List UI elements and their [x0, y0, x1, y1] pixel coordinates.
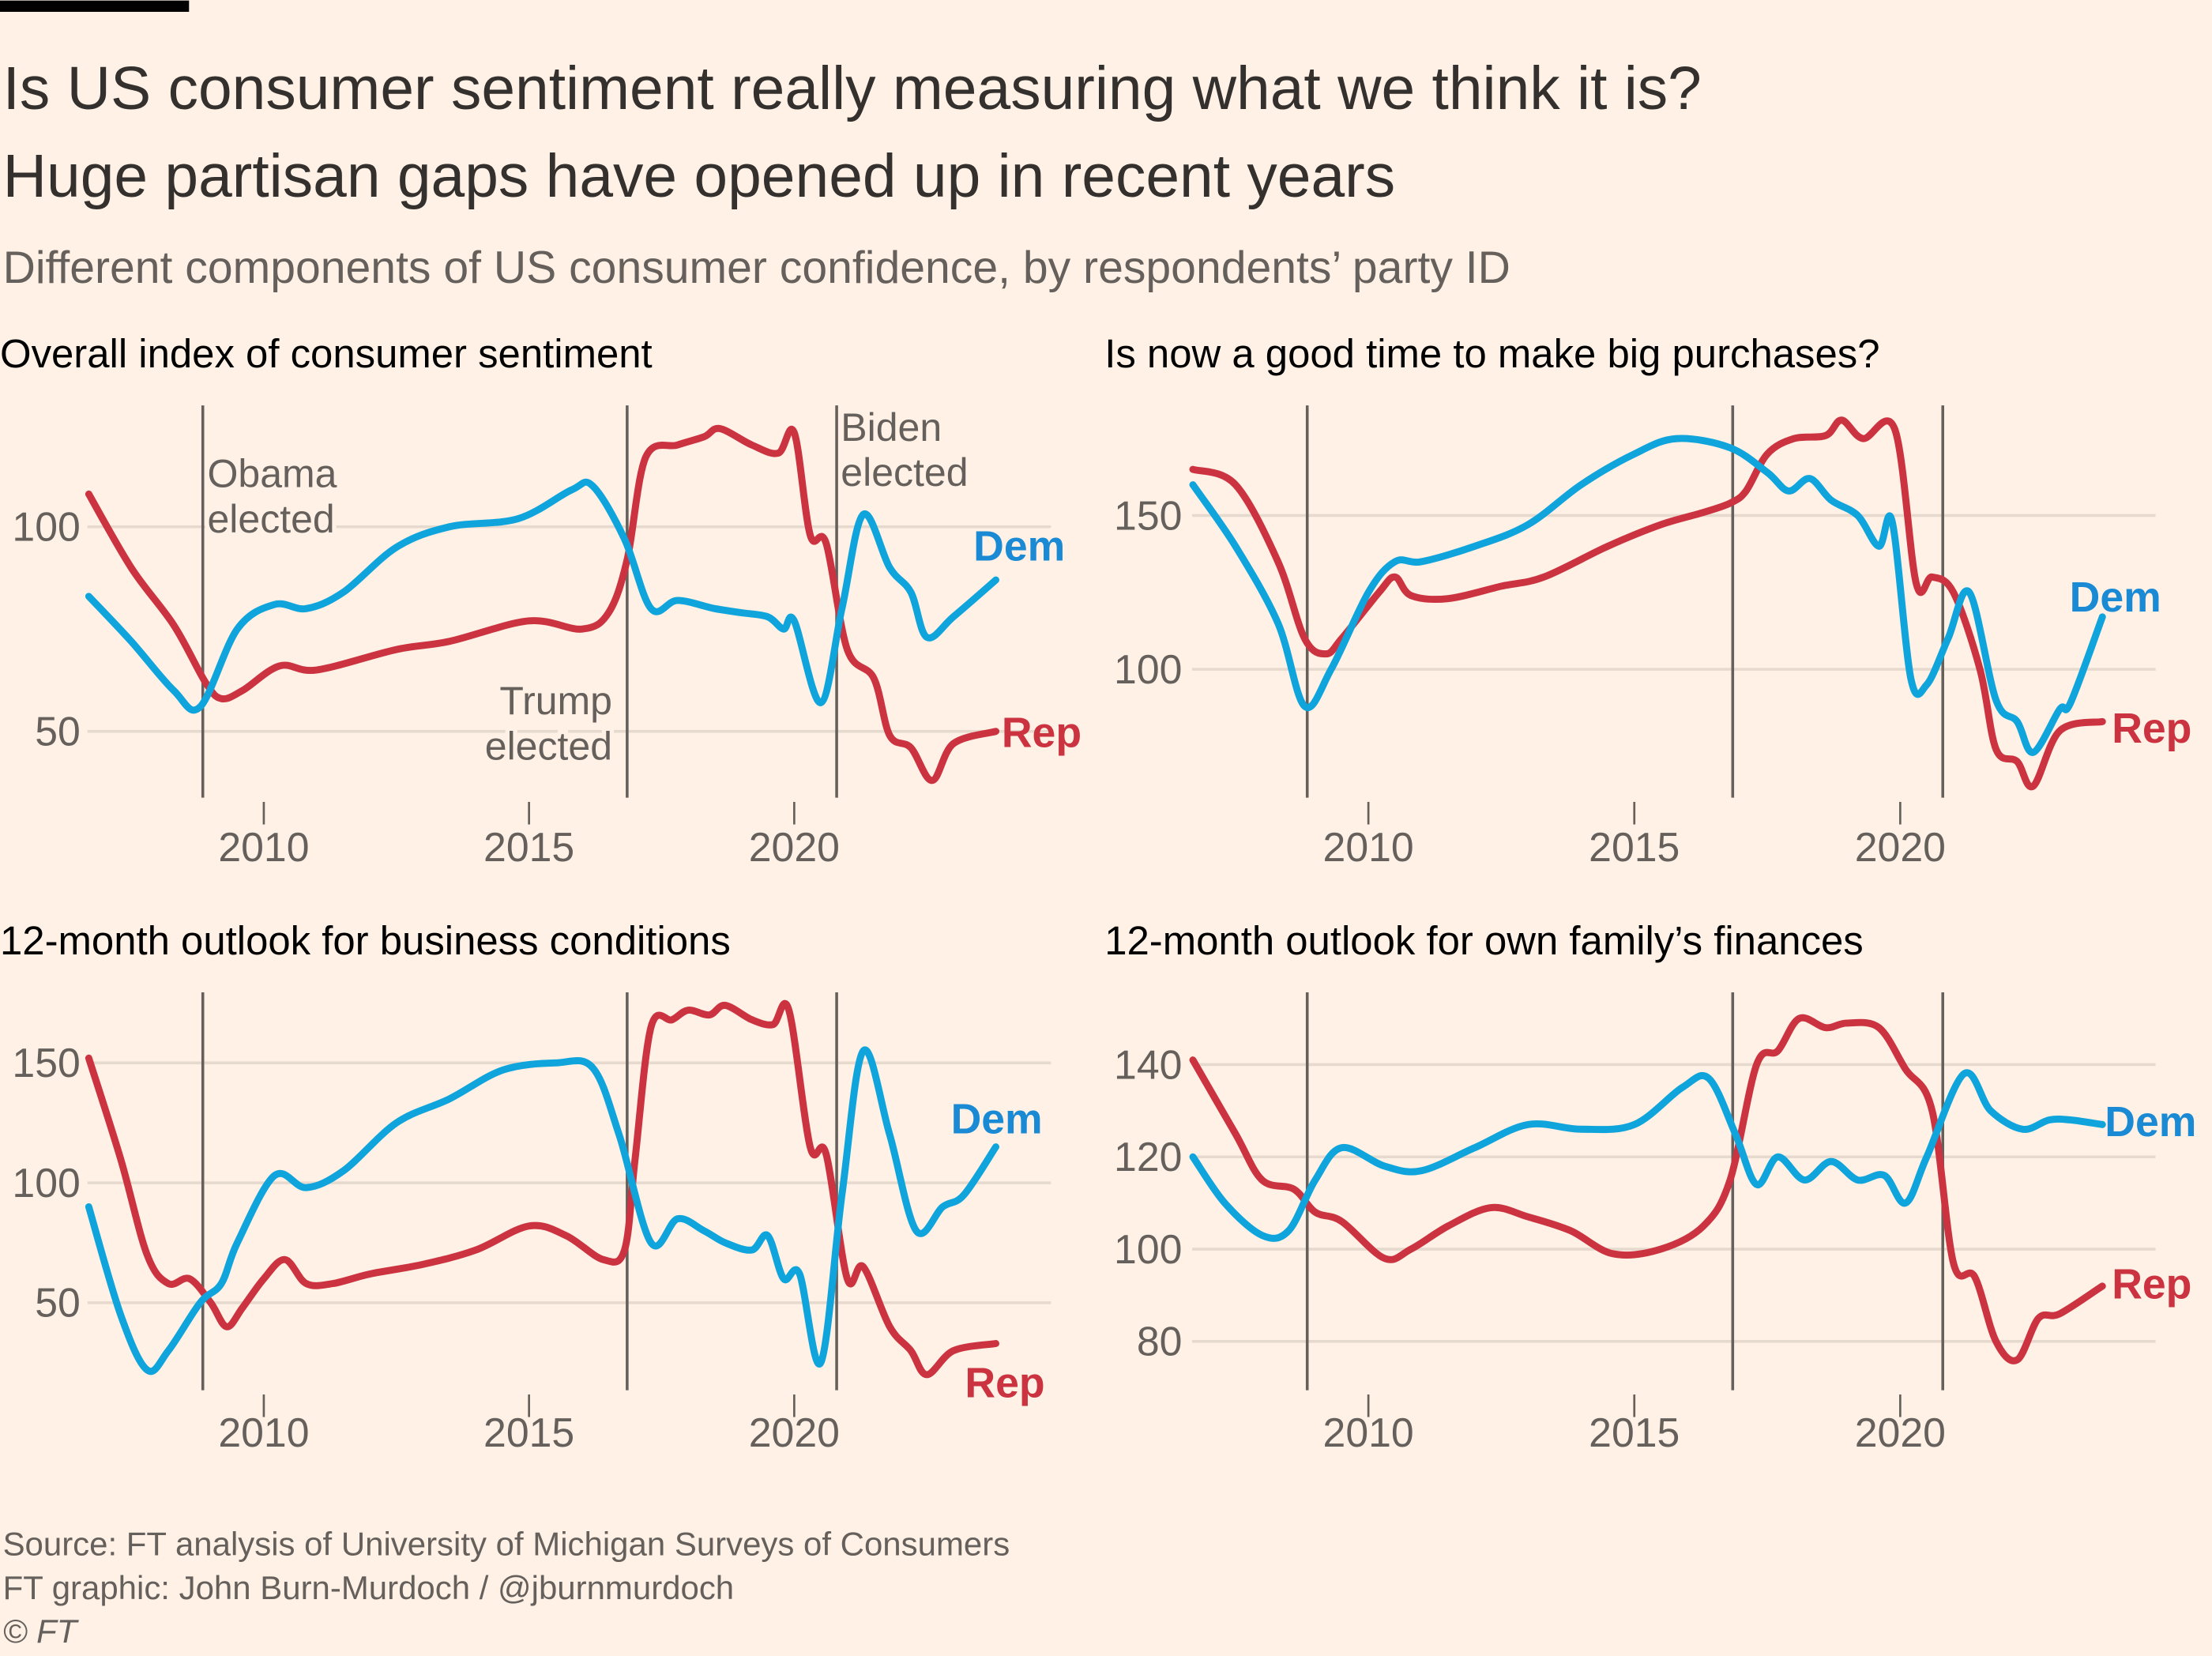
- series-label-rep: Rep: [2112, 706, 2191, 752]
- x-tick-label: 2015: [1589, 1409, 1680, 1455]
- panel-2: Is now a good time to make big purchases…: [1104, 331, 2191, 870]
- event-annotation: elected: [485, 724, 612, 768]
- series-line-dem: [1189, 435, 2106, 756]
- y-tick-label: 150: [1114, 492, 1182, 538]
- x-tick-label: 2010: [1323, 1409, 1414, 1455]
- series-label-dem: Dem: [951, 1097, 1043, 1143]
- series-line-dem: [1189, 1069, 2106, 1242]
- event-annotation: Biden: [841, 405, 942, 450]
- source-note: Source: FT analysis of University of Mic…: [3, 1526, 1010, 1563]
- series-label-rep: Rep: [1002, 709, 1082, 756]
- series-label-rep: Rep: [2112, 1262, 2191, 1308]
- event-annotation: elected: [208, 497, 335, 541]
- x-tick-label: 2020: [749, 824, 840, 870]
- chart-subtitle: Different components of US consumer conf…: [3, 243, 1510, 293]
- chart-title-line2: Huge partisan gaps have opened up in rec…: [3, 142, 1396, 210]
- panel-3: 12-month outlook for business conditions…: [0, 918, 1051, 1455]
- series-label-dem: Dem: [973, 524, 1065, 570]
- x-tick-label: 2020: [1855, 1409, 1946, 1455]
- y-tick-label: 120: [1114, 1134, 1182, 1180]
- event-annotation: Obama: [208, 452, 337, 496]
- y-tick-label: 100: [1114, 1226, 1182, 1272]
- series-label-dem: Dem: [2105, 1099, 2196, 1146]
- chart-title-line1: Is US consumer sentiment really measurin…: [3, 55, 1702, 122]
- x-tick-label: 2015: [1589, 824, 1680, 870]
- panel-title: Is now a good time to make big purchases…: [1104, 331, 1879, 376]
- x-tick-label: 2015: [483, 824, 574, 870]
- y-tick-label: 100: [12, 504, 80, 550]
- x-tick-label: 2020: [749, 1409, 840, 1455]
- series-line-dem: [85, 478, 999, 714]
- panel-title: 12-month outlook for business conditions: [0, 918, 731, 963]
- panel-1: Overall index of consumer sentiment 50 100…: [0, 331, 1082, 870]
- x-tick-label: 2010: [218, 1409, 309, 1455]
- event-annotation: Trump: [499, 679, 612, 723]
- panel-title: Overall index of consumer sentiment: [0, 331, 653, 376]
- credit-note: FT graphic: John Burn-Murdoch / @jburnmu…: [3, 1569, 735, 1606]
- y-tick-label: 50: [35, 1280, 81, 1326]
- panel-4: 12-month outlook for own family’s financ…: [1104, 918, 2196, 1455]
- y-tick-label: 100: [1114, 646, 1182, 692]
- ft-brand-bar: [0, 0, 190, 12]
- y-tick-label: 50: [35, 709, 81, 755]
- y-tick-label: 140: [1114, 1041, 1182, 1087]
- panel-title: 12-month outlook for own family’s financ…: [1104, 918, 1864, 963]
- x-tick-label: 2015: [483, 1409, 574, 1455]
- copyright-note: © FT: [3, 1613, 80, 1650]
- y-tick-label: 80: [1137, 1319, 1183, 1364]
- y-tick-label: 150: [12, 1040, 80, 1086]
- series-line-rep: [1189, 416, 2106, 791]
- event-annotation: elected: [841, 450, 968, 495]
- x-tick-label: 2010: [1323, 824, 1414, 870]
- series-label-dem: Dem: [2070, 574, 2161, 621]
- x-tick-label: 2010: [218, 824, 309, 870]
- y-tick-label: 100: [12, 1160, 80, 1206]
- series-label-rep: Rep: [965, 1361, 1044, 1407]
- series-line-dem: [85, 1046, 999, 1376]
- x-tick-label: 2020: [1855, 824, 1946, 870]
- series-line-rep: [85, 424, 999, 785]
